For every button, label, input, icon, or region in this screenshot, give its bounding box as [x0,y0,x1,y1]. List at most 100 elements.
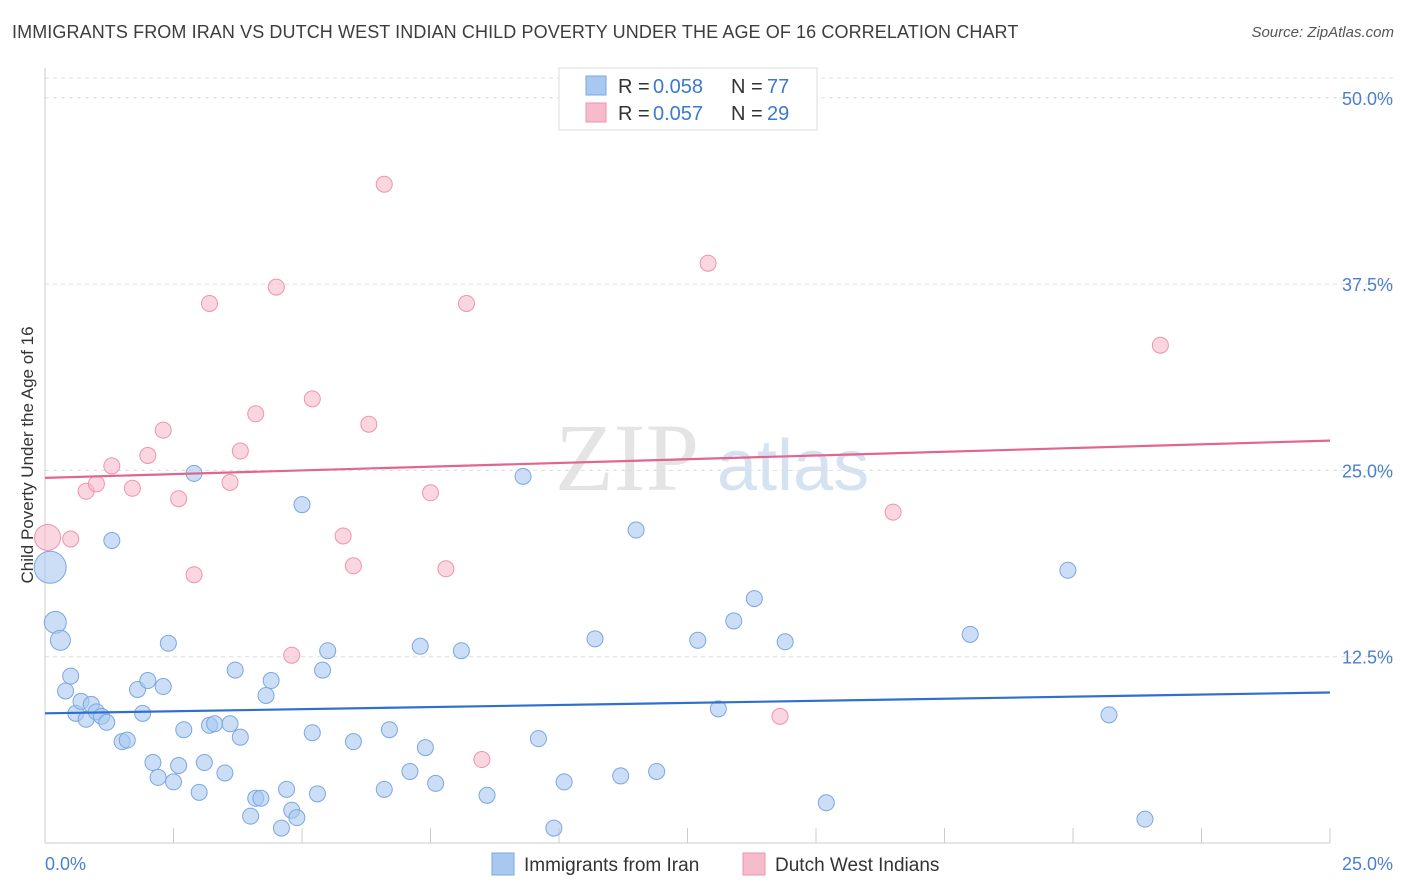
data-point [118,731,136,749]
watermark-zip: ZIP [555,404,699,511]
data-point [216,764,234,782]
legend-r-value-pink: 0.057 [653,103,703,125]
data-point [344,733,362,751]
data-point [262,672,280,690]
data-point [293,496,311,514]
data-point [267,278,285,296]
y-tick-label: 37.5% [1342,275,1393,295]
data-point [1151,336,1169,354]
data-point [98,713,116,731]
series-dutch-west-indians [34,175,1169,769]
data-point [170,490,188,508]
data-point [586,630,604,648]
data-point [231,728,249,746]
data-point [247,405,265,423]
legend: R = 0.058 N = 77 R = 0.057 N = 29 [558,67,818,131]
y-tick-labels: 12.5% 25.0% 37.5% 50.0% [1342,89,1393,668]
legend-r-label-blue: R = [618,76,650,98]
data-point [103,457,121,475]
x-tick-label-max: 25.0% [1342,854,1393,874]
legend-swatch-blue [585,75,607,96]
data-point [62,530,80,548]
data-point [427,774,445,792]
data-point [308,785,326,803]
data-point [1059,561,1077,579]
data-point [961,625,979,643]
data-point [817,794,835,812]
data-point [49,629,71,651]
data-point [165,773,182,791]
data-point [457,294,475,312]
x-tick-label-min: 0.0% [45,854,86,874]
data-point [1136,810,1154,828]
data-point [175,721,193,739]
data-point [555,773,573,791]
data-point [699,254,717,272]
data-point [627,521,645,539]
series-immigrants-from-iran [33,464,1154,837]
data-point [185,566,203,584]
data-point [144,754,162,772]
data-point [437,560,455,578]
data-point [776,633,794,651]
data-point [771,707,789,725]
gridlines [45,77,1393,658]
data-point [375,780,393,798]
data-point [252,789,270,807]
data-point [401,762,419,780]
data-point [43,610,67,634]
data-point [154,678,172,696]
data-point [612,767,630,785]
data-point [884,503,902,521]
legend-n-value-pink: 29 [767,103,789,125]
data-point [278,780,296,798]
data-point [288,809,306,827]
bottom-legend-label-pink: Dutch West Indians [775,855,939,876]
data-point [242,807,260,825]
data-point [416,739,434,757]
chart-title: IMMIGRANTS FROM IRAN VS DUTCH WEST INDIA… [12,22,1019,42]
data-point [689,631,707,649]
data-point [648,762,666,780]
y-tick-label: 50.0% [1342,89,1393,109]
watermark: ZIP atlas [555,404,869,511]
data-point [154,421,172,439]
data-point [221,473,239,491]
data-point [452,642,470,660]
data-point [303,390,321,408]
data-point [257,686,275,704]
legend-r-label-pink: R = [618,103,650,125]
trend-lines [44,439,1331,715]
y-tick-label: 12.5% [1342,648,1393,668]
data-point [411,637,429,655]
bottom-legend: Immigrants from Iran Dutch West Indians [491,852,939,876]
data-point [334,527,352,545]
data-point [87,475,105,493]
data-point [57,682,75,700]
data-point [139,447,157,464]
trend-line-blue [44,691,1331,715]
data-point [1100,706,1118,724]
data-point [103,531,121,549]
data-point [319,642,337,660]
y-tick-label: 25.0% [1342,461,1393,481]
legend-n-label-pink: N = [731,103,763,125]
data-point [34,523,62,551]
data-point [231,442,249,460]
data-point [272,819,290,837]
data-point [123,479,141,497]
data-point [514,467,532,485]
data-point [195,754,213,772]
watermark-atlas: atlas [717,426,869,506]
data-point [478,786,496,804]
data-point [725,612,743,630]
data-point [360,415,378,433]
y-axis-label: Child Poverty Under the Age of 16 [18,326,37,583]
data-point [170,757,188,774]
data-point [745,590,763,608]
data-point [139,672,157,690]
data-point [200,294,218,312]
data-point [422,484,439,502]
data-point [303,724,321,742]
